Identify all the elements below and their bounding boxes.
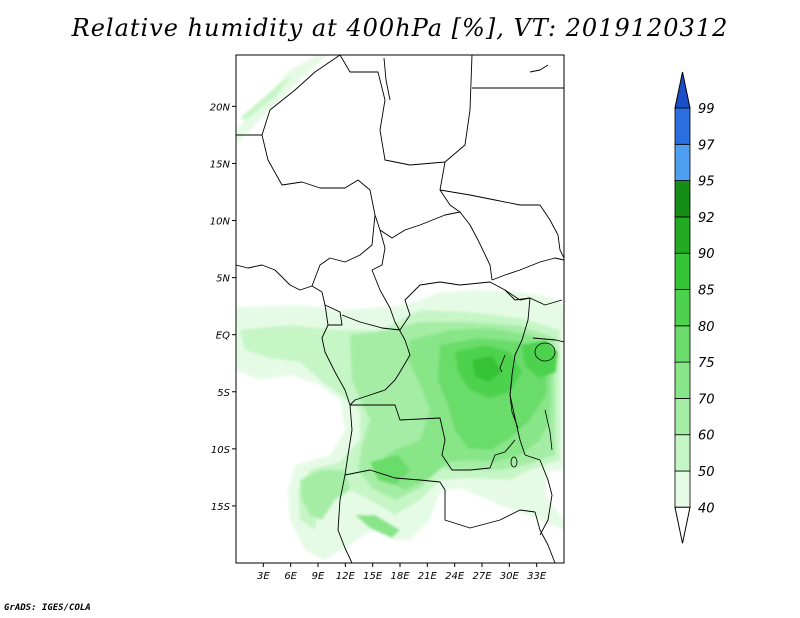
- lake-tanganyika: [509, 377, 519, 429]
- border-chad-east: [439, 161, 461, 213]
- country-boundaries: [236, 55, 564, 563]
- colorbar-label: 80: [698, 320, 715, 335]
- border-nigeria-cameroon: [311, 214, 376, 287]
- border-congo-drc: [349, 321, 411, 406]
- border-angola-drc: [350, 404, 516, 471]
- colorbar-top-triangle: [674, 71, 691, 109]
- lon-tick-label: 27E: [472, 571, 492, 582]
- border-south-sudan: [491, 257, 564, 281]
- border-sudan-ethiopia: [539, 204, 564, 259]
- colorbar-label: 90: [698, 247, 715, 262]
- colorbar-cell: [674, 216, 691, 254]
- border-algeria-mali: [261, 55, 341, 136]
- humidity-region-south-streak: [355, 515, 400, 538]
- lat-tick-label: 5N: [216, 274, 230, 285]
- lat-tick-label: EQ: [216, 331, 230, 342]
- border-libya-inner: [383, 57, 391, 101]
- lon-tick-label: 24E: [445, 571, 465, 582]
- lon-tick-label: 33E: [527, 571, 547, 582]
- colorbar-cell: [674, 107, 691, 145]
- border-drc-east: [509, 297, 531, 456]
- border-kenya-tanzania: [532, 337, 564, 343]
- colorbar-label: 60: [698, 429, 715, 444]
- lake-malawi: [544, 409, 553, 451]
- colorbar-label: 92: [698, 211, 715, 226]
- colorbar-label: 95: [698, 175, 715, 190]
- lat-tick-label: 10N: [210, 217, 231, 228]
- colorbar-label: 97: [698, 138, 715, 153]
- longitude-axis: 3E 6E 9E 12E 15E 18E 21E 24E 27E 30E 33E: [257, 563, 547, 582]
- colorbar: 40 50 60 70 75 80 85 90 92 95 97 99: [674, 71, 715, 544]
- colorbar-label: 85: [698, 284, 715, 299]
- humidity-region-80-south: [370, 455, 410, 485]
- border-chad-sudan: [379, 211, 493, 281]
- colorbar-cell: [674, 180, 691, 218]
- lon-tick-label: 6E: [284, 571, 297, 582]
- colorbar-cell: [674, 325, 691, 363]
- lon-tick-label: 18E: [390, 571, 410, 582]
- colorbar-cell: [674, 361, 691, 399]
- lat-tick-label: 20N: [210, 102, 231, 113]
- colorbar-label: 50: [698, 465, 715, 480]
- lake-bangweulu: [510, 456, 518, 468]
- border-uganda: [504, 289, 531, 301]
- humidity-region-northwest-core: [240, 76, 292, 120]
- humidity-region-angola-coast: [300, 470, 350, 520]
- lat-tick-label: 10S: [211, 445, 231, 456]
- lake-kivu: [499, 354, 506, 373]
- border-sudan-south: [439, 189, 540, 206]
- lon-tick-label: 9E: [312, 571, 325, 582]
- border-angola-zambia-namibia: [344, 469, 536, 529]
- lon-tick-label: 12E: [336, 571, 356, 582]
- lon-tick-label: 15E: [363, 571, 383, 582]
- colorbar-bottom-triangle: [674, 506, 691, 544]
- lon-tick-label: 21E: [418, 571, 438, 582]
- colorbar-cell: [674, 397, 691, 436]
- colorbar-cell: [674, 434, 691, 472]
- coast-red-sea-north: [529, 64, 549, 73]
- colorbar-label: 70: [698, 392, 715, 407]
- border-zimbabwe: [534, 511, 556, 563]
- colorbar-cell: [674, 252, 691, 290]
- lakes: [499, 342, 556, 468]
- colorbar-label: 99: [698, 102, 715, 117]
- lon-tick-label: 3E: [257, 571, 270, 582]
- colorbar-cell: [674, 143, 691, 182]
- border-zambia-malawi: [524, 454, 553, 536]
- humidity-field: [236, 55, 564, 563]
- lat-tick-label: 15S: [211, 502, 231, 513]
- colorbar-cell: [674, 470, 691, 508]
- humidity-region-85-lakes: [522, 340, 558, 378]
- coastline-west: [236, 264, 353, 563]
- colorbar-label: 75: [698, 356, 715, 371]
- lon-tick-label: 30E: [500, 571, 520, 582]
- lat-tick-label: 15N: [210, 159, 231, 170]
- grads-credit: GrADS: IGES/COLA: [4, 603, 91, 613]
- latitude-axis: 20N 15N 10N 5N EQ 5S 10S 15S: [210, 102, 236, 513]
- humidity-region-90: [472, 356, 502, 382]
- lake-victoria: [534, 342, 556, 362]
- border-niger-libya: [339, 55, 473, 166]
- colorbar-label: 40: [698, 501, 715, 516]
- map-title: Relative humidity at 400hPa [%], VT: 201…: [71, 14, 729, 42]
- lat-tick-label: 5S: [217, 388, 230, 399]
- border-west-africa: [236, 134, 396, 323]
- colorbar-cell: [674, 289, 691, 327]
- border-equatorial-guinea: [324, 304, 343, 326]
